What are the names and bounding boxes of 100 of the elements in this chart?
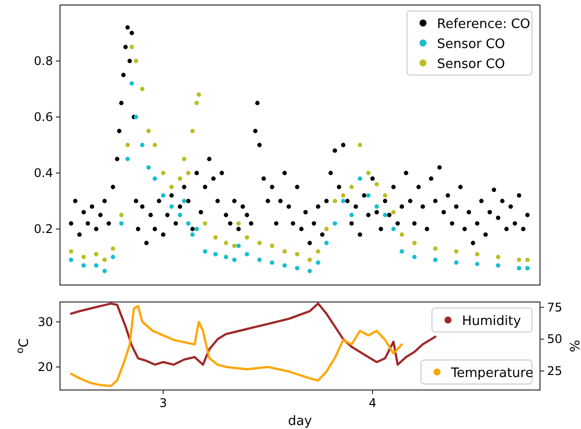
- legend-label: Humidity: [462, 314, 522, 329]
- point: [102, 258, 107, 262]
- point: [194, 100, 199, 106]
- legend-label: Reference: CO: [437, 17, 530, 32]
- y-tick-label: 30: [38, 314, 53, 329]
- point: [308, 258, 312, 262]
- point: [454, 249, 458, 254]
- point: [516, 266, 522, 270]
- point: [270, 244, 274, 248]
- point: [140, 86, 144, 92]
- point: [391, 226, 396, 232]
- point: [244, 252, 250, 256]
- point: [412, 254, 417, 260]
- y-tick-label: 0.2: [34, 222, 53, 236]
- point: [146, 165, 151, 170]
- point: [224, 240, 228, 246]
- point: [358, 142, 362, 148]
- point: [178, 176, 182, 181]
- point: [152, 142, 158, 148]
- point: [161, 170, 166, 176]
- legend-label: Sensor CO: [437, 57, 506, 72]
- point: [374, 204, 379, 209]
- point: [382, 212, 388, 218]
- point: [119, 212, 124, 218]
- point: [341, 198, 346, 204]
- point: [294, 252, 300, 256]
- point: [68, 249, 74, 254]
- point: [400, 249, 404, 254]
- legend-label: Sensor CO: [437, 37, 506, 52]
- point: [110, 254, 116, 260]
- point: [186, 170, 191, 176]
- point: [412, 240, 417, 246]
- point: [232, 258, 237, 262]
- point: [94, 252, 98, 256]
- point: [232, 244, 237, 248]
- point: [130, 81, 134, 86]
- point: [161, 193, 166, 198]
- point: [400, 232, 404, 237]
- point: [190, 232, 195, 237]
- legend-frame: Temperature: [420, 360, 534, 384]
- point: [68, 258, 74, 262]
- point: [349, 184, 354, 190]
- point: [152, 176, 158, 181]
- point: [316, 260, 320, 265]
- point: [391, 210, 396, 214]
- point: [146, 128, 151, 134]
- x-axis-title: day: [288, 414, 312, 429]
- point: [496, 254, 500, 260]
- point: [213, 235, 218, 240]
- point: [202, 221, 208, 226]
- point: [282, 263, 287, 268]
- point: [366, 170, 371, 176]
- point: [308, 268, 312, 274]
- point: [332, 221, 338, 226]
- point: [134, 58, 138, 64]
- point: [475, 262, 480, 266]
- point: [382, 193, 388, 198]
- line-series: [70, 302, 436, 366]
- point: [294, 266, 300, 270]
- x-tick-label: 4: [368, 396, 376, 410]
- point: [349, 212, 354, 218]
- point: [125, 156, 130, 162]
- point: [516, 258, 522, 262]
- point: [81, 263, 86, 268]
- legend-label: Temperature: [450, 366, 534, 381]
- y2-tick-label: 25: [547, 364, 562, 378]
- point: [169, 184, 174, 190]
- point: [525, 258, 530, 262]
- point: [496, 263, 500, 268]
- point: [324, 226, 329, 232]
- point: [190, 128, 195, 134]
- point: [366, 193, 371, 198]
- point: [169, 204, 174, 209]
- point: [433, 246, 438, 251]
- point: [270, 260, 274, 265]
- point: [374, 182, 379, 186]
- y2-tick-label: 75: [547, 300, 562, 314]
- point: [186, 221, 191, 226]
- point: [224, 254, 228, 260]
- point: [130, 44, 134, 50]
- point: [244, 235, 250, 240]
- y2-tick-label: 50: [547, 332, 562, 346]
- point: [110, 246, 116, 251]
- point: [282, 249, 287, 254]
- y-tick-label: 20: [38, 360, 53, 374]
- point: [236, 221, 241, 226]
- point: [81, 254, 86, 260]
- point: [341, 193, 346, 198]
- point: [182, 198, 186, 204]
- point: [102, 268, 107, 274]
- point: [182, 156, 186, 162]
- x-tick-label: 3: [159, 396, 168, 410]
- point: [257, 258, 262, 262]
- point: [119, 221, 124, 226]
- point: [358, 176, 362, 181]
- y-tick-label: 0.8: [34, 54, 53, 68]
- y-tick-label: 0.4: [34, 166, 53, 180]
- point: [324, 240, 329, 246]
- point: [213, 252, 218, 256]
- point: [236, 244, 241, 248]
